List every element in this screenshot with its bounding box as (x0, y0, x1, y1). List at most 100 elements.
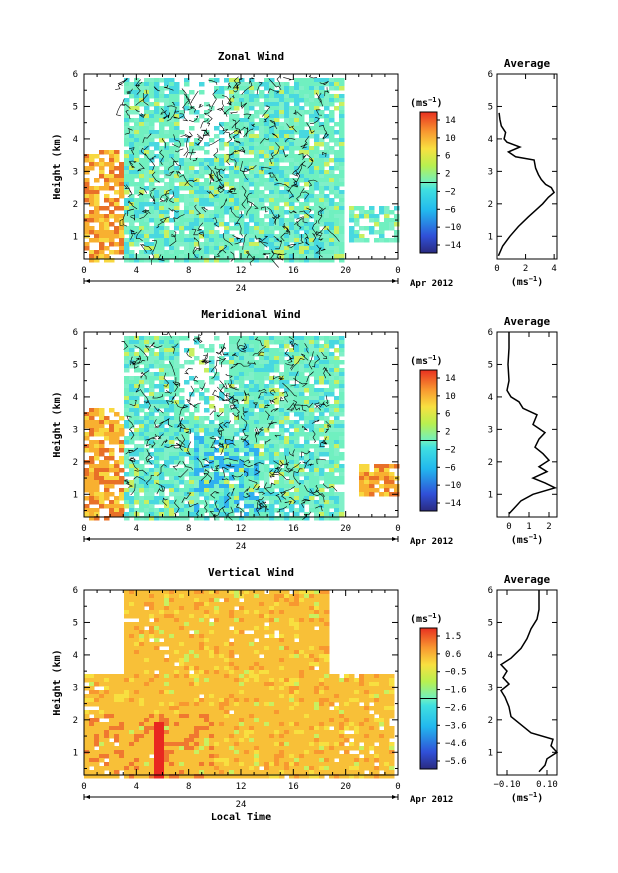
x-tick-label: 4 (134, 782, 139, 792)
average-profile-line (499, 590, 559, 773)
x-tick-label: 16 (288, 524, 299, 534)
y-tick-label: 2 (73, 200, 78, 210)
y-tick-label: 4 (73, 393, 78, 403)
date-month-label: Apr 2012 (410, 537, 453, 547)
average-y-tick-label: 5 (488, 102, 493, 112)
y-tick-label: 2 (73, 458, 78, 468)
colorbar-tick-label: −2 (445, 187, 456, 197)
average-y-tick-label: 3 (488, 167, 493, 177)
colorbar-tick-label: −10 (445, 223, 461, 233)
y-tick-label: 5 (73, 618, 78, 628)
y-tick-label: 1 (73, 748, 78, 758)
x-tick-label: 0 (81, 782, 86, 792)
x-tick-label: 4 (134, 524, 139, 534)
colorbar-tick-label: 14 (445, 116, 456, 126)
colorbar-tick-label: −5.6 (445, 757, 467, 767)
x-tick-label: 0 (395, 266, 400, 276)
x-tick-label: 4 (134, 266, 139, 276)
average-y-tick-label: 2 (488, 458, 493, 468)
y-tick-label: 1 (73, 232, 78, 242)
colorbar-tick-label: −14 (445, 241, 461, 251)
colorbar-tick-label: −10 (445, 481, 461, 491)
colorbar-tick-label: 2 (445, 428, 450, 438)
y-tick-label: 4 (73, 135, 78, 145)
x-tick-label: 0 (81, 266, 86, 276)
average-y-tick-label: 3 (488, 683, 493, 693)
x-tick-label: 20 (340, 782, 351, 792)
colorbar-tick-label: 1.5 (445, 632, 461, 642)
contour-lines (121, 331, 338, 521)
average-y-tick-label: 5 (488, 360, 493, 370)
colorbar-unit: (ms−1) (410, 96, 443, 109)
average-y-tick-label: 4 (488, 393, 493, 403)
colorbar-tick-label: 0.6 (445, 650, 461, 660)
y-tick-label: 3 (73, 683, 78, 693)
x-tick-label: 0 (395, 782, 400, 792)
average-y-tick-label: 2 (488, 200, 493, 210)
x-tick-label: 20 (340, 524, 351, 534)
date-bar-arrow (85, 795, 90, 799)
colorbar-tick-label: −4.6 (445, 739, 467, 749)
average-x-tick-label: 0.10 (536, 780, 558, 790)
x-tick-label: 0 (395, 524, 400, 534)
average-y-tick-label: 1 (488, 490, 493, 500)
average-y-tick-label: 4 (488, 135, 493, 145)
date-day-label: 24 (236, 800, 247, 810)
heatmap-cells (84, 590, 395, 779)
average-panel: Average 1 2 3 4 5 6 −0.10 0.10(ms−1) (488, 573, 559, 804)
colorbar-tick-label: −2 (445, 445, 456, 455)
average-y-tick-label: 4 (488, 651, 493, 661)
date-month-label: Apr 2012 (410, 279, 453, 289)
colorbar-tick-label: −2.6 (445, 703, 467, 713)
average-y-tick-label: 1 (488, 748, 493, 758)
average-y-tick-label: 6 (488, 70, 493, 80)
date-bar-arrow (392, 795, 397, 799)
average-x-label: (ms−1) (511, 275, 544, 288)
average-frame (496, 331, 558, 518)
colorbar-tick-label: 2 (445, 170, 450, 180)
colorbar-unit: (ms−1) (410, 612, 443, 625)
y-tick-label: 6 (73, 70, 78, 80)
y-tick-label: 3 (73, 425, 78, 435)
y-axis-label: Height (km) (51, 133, 63, 199)
date-day-label: 24 (236, 542, 247, 552)
average-y-tick-label: 1 (488, 232, 493, 242)
colorbar-tick-label: −14 (445, 499, 461, 509)
average-title: Average (504, 573, 551, 586)
y-tick-label: 5 (73, 102, 78, 112)
average-y-tick-label: 3 (488, 425, 493, 435)
y-tick-label: 6 (73, 586, 78, 596)
x-tick-label: 0 (81, 524, 86, 534)
x-tick-label: 8 (186, 524, 191, 534)
date-bar-arrow (85, 537, 90, 541)
y-tick-label: 4 (73, 651, 78, 661)
colorbar-tick-label: −6 (445, 463, 456, 473)
y-tick-label: 1 (73, 490, 78, 500)
average-profile-line (497, 112, 556, 257)
date-day-label: 24 (236, 284, 247, 294)
x-tick-label: 12 (236, 524, 247, 534)
average-x-label: (ms−1) (511, 791, 544, 804)
colorbar-tick-label: 6 (445, 410, 450, 420)
colorbar-tick-label: 10 (445, 134, 456, 144)
x-axis-label: Local Time (211, 811, 271, 823)
colorbar-tick-label: 14 (445, 374, 456, 384)
colorbar-tick-label: −1.6 (445, 686, 467, 696)
x-tick-label: 20 (340, 266, 351, 276)
average-frame (496, 589, 558, 776)
average-x-tick-label: 2 (546, 522, 551, 532)
date-bar-arrow (392, 279, 397, 283)
average-x-tick-label: −0.10 (493, 780, 520, 790)
heatmap-cells (84, 336, 400, 521)
average-panel: Average 1 2 3 4 5 6 0 2 4 (ms−1) (488, 57, 558, 288)
colorbar-unit: (ms−1) (410, 354, 443, 367)
average-y-tick-label: 6 (488, 586, 493, 596)
colorbar-tick-label: 6 (445, 152, 450, 162)
date-bar-arrow (392, 537, 397, 541)
panel-title: Meridional Wind (201, 308, 300, 321)
average-x-tick-label: 0 (506, 522, 511, 532)
